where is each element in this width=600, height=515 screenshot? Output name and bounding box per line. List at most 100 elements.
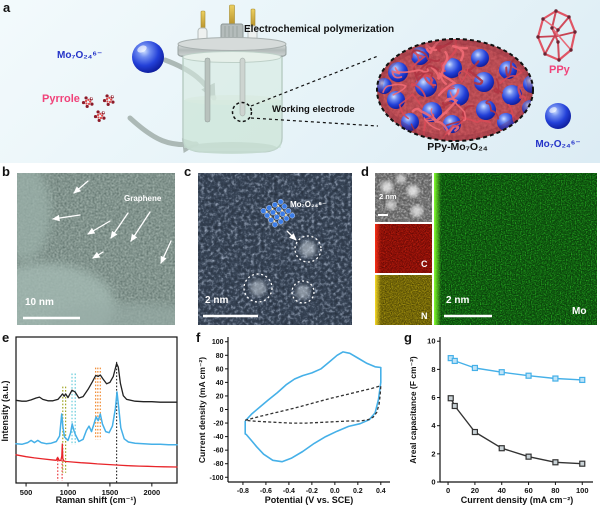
mo-cluster-model-icon bbox=[260, 198, 296, 228]
cage-nodes bbox=[536, 9, 577, 62]
svg-text:0: 0 bbox=[431, 478, 435, 487]
panel-g-capacitance-chart: Areal capacitance (F cm⁻²) Current densi… bbox=[400, 331, 600, 515]
stem-texture bbox=[198, 173, 352, 325]
svg-text:1000: 1000 bbox=[60, 488, 77, 497]
panel-f-label: f bbox=[196, 330, 201, 345]
e-series-curves bbox=[15, 362, 178, 468]
svg-text:0: 0 bbox=[446, 486, 450, 495]
svg-text:10: 10 bbox=[427, 337, 435, 346]
raman-plot: Intensity (a.u.) Raman shift (cm⁻¹) 500 1… bbox=[0, 336, 178, 505]
pyrrole-molecules bbox=[81, 94, 115, 123]
electrolyte bbox=[184, 100, 281, 148]
panel-b-tem-image: Graphene 10 nm bbox=[17, 173, 175, 325]
svg-text:80: 80 bbox=[551, 486, 559, 495]
svg-text:0: 0 bbox=[220, 407, 224, 414]
panel-a-schematic: Electrochemical polymerization Mo₇O₂₄⁶⁻ … bbox=[0, 0, 600, 163]
cluster-annotation: Mo₇O₂₄⁶⁻ bbox=[290, 200, 327, 209]
panel-d-label: d bbox=[361, 164, 369, 179]
svg-text:-0.4: -0.4 bbox=[283, 488, 295, 495]
dashed-circle bbox=[231, 101, 253, 123]
svg-text:100: 100 bbox=[576, 486, 589, 495]
panel-a-label: a bbox=[3, 0, 11, 15]
pyrrole-label: Pyrrole bbox=[42, 93, 80, 105]
svg-text:60: 60 bbox=[216, 366, 224, 373]
mo-cluster-sphere bbox=[132, 41, 164, 73]
svg-text:40: 40 bbox=[498, 486, 506, 495]
svg-text:4: 4 bbox=[431, 421, 436, 430]
mo-scalebar-label: 2 nm bbox=[446, 295, 470, 306]
counter-electrode bbox=[204, 57, 211, 123]
g-series bbox=[447, 355, 586, 467]
panel-g-label: g bbox=[404, 330, 412, 345]
e-frame bbox=[15, 336, 178, 484]
panel-b-label: b bbox=[2, 164, 10, 179]
svg-text:-80: -80 bbox=[213, 461, 223, 468]
ion-legend-label: Mo₇O₂₄⁶⁻ bbox=[535, 139, 581, 150]
precursor-ion-label: Mo₇O₂₄⁶⁻ bbox=[57, 50, 103, 61]
svg-text:-0.8: -0.8 bbox=[237, 488, 249, 495]
svg-text:0.4: 0.4 bbox=[376, 488, 386, 495]
f-ticks: -100 -80 -60 -40 -20 0 20 40 60 80 100 -0.8 -0.6 -0.4… bbox=[209, 339, 385, 495]
tem-texture bbox=[17, 173, 175, 325]
product-label: PPy-Mo₇O₂₄ bbox=[427, 141, 488, 153]
svg-text:0.2: 0.2 bbox=[353, 488, 363, 495]
cluster-arrow bbox=[286, 230, 297, 241]
svg-text:40: 40 bbox=[216, 380, 224, 387]
panel-e-raman-chart: Intensity (a.u.) Raman shift (cm⁻¹) 500 1… bbox=[0, 331, 195, 515]
ppy-legend-label: PPy bbox=[549, 64, 570, 76]
panel-d-tem-thumb: 2 nm bbox=[375, 173, 432, 222]
panel-c-stem-image: Mo₇O₂₄⁶⁻ 2 nm bbox=[198, 173, 352, 325]
mo-map-label: Mo bbox=[572, 306, 587, 317]
zoom-annotation bbox=[231, 55, 379, 127]
svg-text:80: 80 bbox=[216, 353, 224, 360]
e-yaxis-label: Intensity (a.u.) bbox=[0, 380, 10, 441]
svg-text:20: 20 bbox=[471, 486, 479, 495]
svg-text:-0.2: -0.2 bbox=[306, 488, 318, 495]
panel-e-label: e bbox=[2, 330, 10, 345]
ppy-cage-icon bbox=[536, 9, 577, 62]
g-yaxis-label: Areal capacitance (F cm⁻²) bbox=[408, 356, 418, 464]
dashed-oval-border bbox=[376, 38, 534, 142]
oval-polymer-mesh bbox=[382, 39, 527, 141]
svg-text:1500: 1500 bbox=[102, 488, 119, 497]
svg-text:-40: -40 bbox=[213, 434, 223, 441]
svg-text:6: 6 bbox=[431, 393, 435, 402]
polymerization-title: Electrochemical polymerization bbox=[244, 24, 395, 35]
svg-text:0.0: 0.0 bbox=[330, 488, 340, 495]
svg-text:500: 500 bbox=[20, 488, 33, 497]
legend-ion-sphere bbox=[545, 103, 571, 129]
nitrogen-map-label: N bbox=[421, 311, 428, 321]
f-axes bbox=[227, 337, 390, 483]
scalebar-label: 2 nm bbox=[205, 295, 229, 306]
g-axes bbox=[439, 337, 593, 483]
panel-d-carbon-map: C bbox=[375, 224, 432, 273]
svg-text:-60: -60 bbox=[213, 448, 223, 455]
tem-scalebar-label: 2 nm bbox=[379, 192, 397, 201]
svg-text:20: 20 bbox=[216, 393, 224, 400]
svg-text:2: 2 bbox=[431, 449, 435, 458]
schematic-drawing bbox=[81, 4, 577, 154]
capacitance-plot: Areal capacitance (F cm⁻²) Current densi… bbox=[408, 337, 593, 505]
graphene-arrows bbox=[52, 180, 172, 264]
svg-text:-20: -20 bbox=[213, 421, 223, 428]
svg-text:-0.6: -0.6 bbox=[260, 488, 272, 495]
panel-c-label: c bbox=[184, 164, 192, 179]
svg-text:60: 60 bbox=[524, 486, 532, 495]
e-xticks: 500 1000 1500 2000 bbox=[20, 483, 160, 497]
f-series-curves bbox=[244, 351, 382, 463]
tem-thumb-texture bbox=[375, 173, 432, 222]
working-electrode-rod bbox=[239, 57, 246, 117]
e-xaxis-label: Raman shift (cm⁻¹) bbox=[56, 495, 137, 505]
panel-f-cv-chart: Current density (mA cm⁻²) Potential (V v… bbox=[195, 331, 400, 515]
panel-d-molybdenum-map: 2 nm Mo bbox=[434, 173, 597, 325]
working-electrode-label: Working electrode bbox=[272, 104, 355, 115]
g-xaxis-label: Current density (mA cm⁻²) bbox=[461, 495, 573, 505]
carbon-map-label: C bbox=[421, 259, 428, 269]
f-yaxis-label: Current density (mA cm⁻²) bbox=[197, 357, 207, 463]
panel-d-nitrogen-map: N bbox=[375, 275, 432, 325]
scalebar-label: 10 nm bbox=[25, 297, 54, 308]
cv-plot: Current density (mA cm⁻²) Potential (V v… bbox=[197, 337, 390, 505]
svg-text:100: 100 bbox=[212, 339, 224, 346]
